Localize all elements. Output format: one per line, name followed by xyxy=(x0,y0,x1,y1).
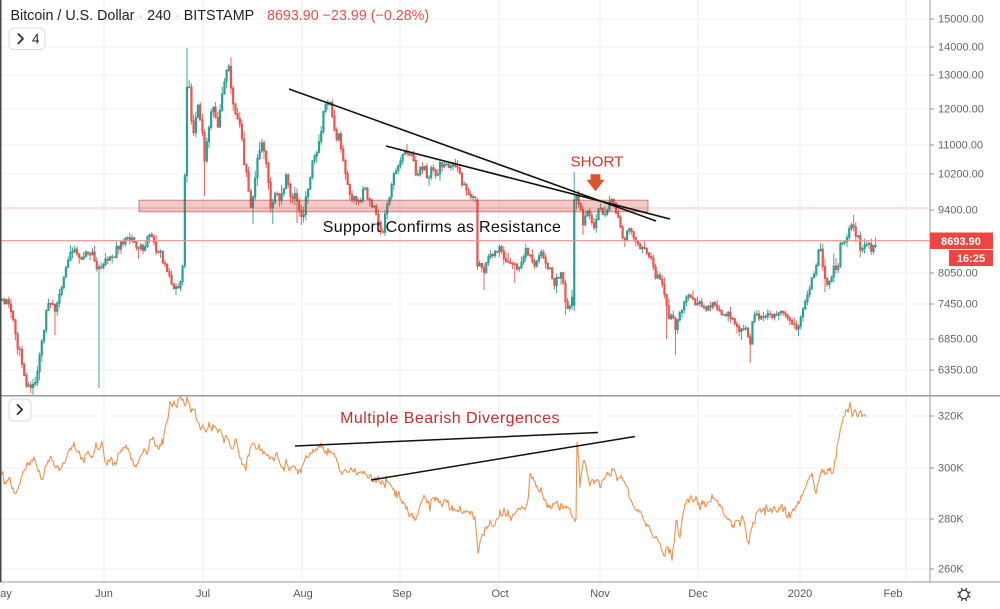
svg-text:Multiple Bearish Divergences: Multiple Bearish Divergences xyxy=(340,410,560,427)
svg-text:Aug: Aug xyxy=(293,588,313,600)
svg-text:Jun: Jun xyxy=(95,588,113,600)
svg-text:Dec: Dec xyxy=(688,588,708,600)
svg-text:11000.00: 11000.00 xyxy=(938,140,983,152)
svg-text:12000.00: 12000.00 xyxy=(938,104,984,116)
svg-text:Bitcoin / U.S. Dollar · 240 ·: Bitcoin / U.S. Dollar · 240 · BITSTAMP xyxy=(11,8,255,24)
svg-text:2020: 2020 xyxy=(788,588,812,600)
svg-text:7450.00: 7450.00 xyxy=(938,299,978,311)
svg-text:8050.00: 8050.00 xyxy=(938,268,978,280)
svg-text:ay: ay xyxy=(0,588,12,600)
svg-text:15000.00: 15000.00 xyxy=(938,14,984,26)
svg-text:4: 4 xyxy=(32,32,40,47)
svg-text:6850.00: 6850.00 xyxy=(938,334,978,346)
svg-text:Oct: Oct xyxy=(491,588,508,600)
svg-text:10200.00: 10200.00 xyxy=(938,169,984,181)
svg-text:260K: 260K xyxy=(938,564,964,576)
svg-text:Nov: Nov xyxy=(590,588,610,600)
svg-text:Jul: Jul xyxy=(196,588,210,600)
svg-text:SHORT: SHORT xyxy=(571,154,624,171)
svg-text:14000.00: 14000.00 xyxy=(938,42,984,54)
svg-text:Feb: Feb xyxy=(884,588,903,600)
svg-text:16:25: 16:25 xyxy=(957,253,985,265)
svg-text:320K: 320K xyxy=(938,411,964,423)
svg-text:280K: 280K xyxy=(938,514,964,526)
svg-text:6350.00: 6350.00 xyxy=(938,365,978,377)
svg-text:Support Confirms as Resistance: Support Confirms as Resistance xyxy=(323,219,561,236)
svg-text:Sep: Sep xyxy=(392,588,412,600)
svg-text:8693.90: 8693.90 xyxy=(941,236,981,248)
svg-text:300K: 300K xyxy=(938,463,964,475)
svg-text:8693.90 −23.99 (−0.28%): 8693.90 −23.99 (−0.28%) xyxy=(267,8,429,24)
svg-text:13000.00: 13000.00 xyxy=(938,70,984,82)
svg-text:9400.00: 9400.00 xyxy=(938,205,978,217)
